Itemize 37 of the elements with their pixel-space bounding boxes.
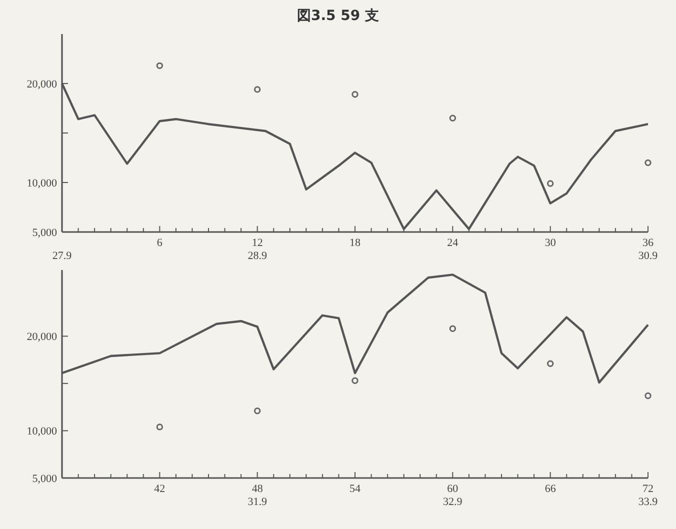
x-tick-label: 54	[350, 483, 361, 495]
x2-tick-label: 32.9	[443, 496, 463, 508]
x-tick-label: 42	[154, 483, 166, 495]
x-tick-label: 24	[447, 237, 459, 249]
point	[352, 91, 358, 98]
point	[644, 392, 652, 400]
point	[254, 86, 261, 93]
x-tick-label: 12	[252, 237, 263, 249]
point	[644, 159, 652, 166]
x2-tick-label: 33.9	[638, 496, 658, 508]
x-tick-label: 18	[350, 237, 361, 249]
x-tick-label: 66	[544, 483, 556, 495]
x-tick-label: 6	[156, 237, 163, 249]
point	[449, 325, 456, 332]
point	[156, 424, 164, 430]
x2-tick-label: 28.9	[248, 250, 268, 262]
x-tick-label: 30	[544, 237, 556, 249]
y-tick-label: 20,000	[26, 331, 58, 344]
x-tick-label: 36	[642, 237, 654, 249]
x-tick-label: 48	[252, 483, 264, 495]
x-tick-label: 72	[642, 483, 654, 495]
x2-tick-label: 31.9	[248, 496, 268, 508]
point	[352, 377, 358, 384]
x2-tick-label: 30.9	[638, 250, 658, 262]
y-tick-label: 5,000	[32, 473, 58, 485]
y-tick-label: 10,000	[26, 178, 58, 190]
x-tick-label: 60	[447, 483, 459, 495]
y-tick-label: 5,000	[32, 227, 58, 239]
point	[156, 62, 164, 70]
y-tick-label: 20,000	[26, 78, 58, 90]
y-tick-label: 10,000	[26, 426, 58, 438]
point	[449, 114, 456, 122]
chart-title: 図3.5 59 支	[296, 8, 380, 24]
point	[546, 360, 554, 367]
point	[546, 180, 554, 187]
x2-tick-label: 27.9	[52, 250, 72, 262]
point	[254, 408, 261, 414]
